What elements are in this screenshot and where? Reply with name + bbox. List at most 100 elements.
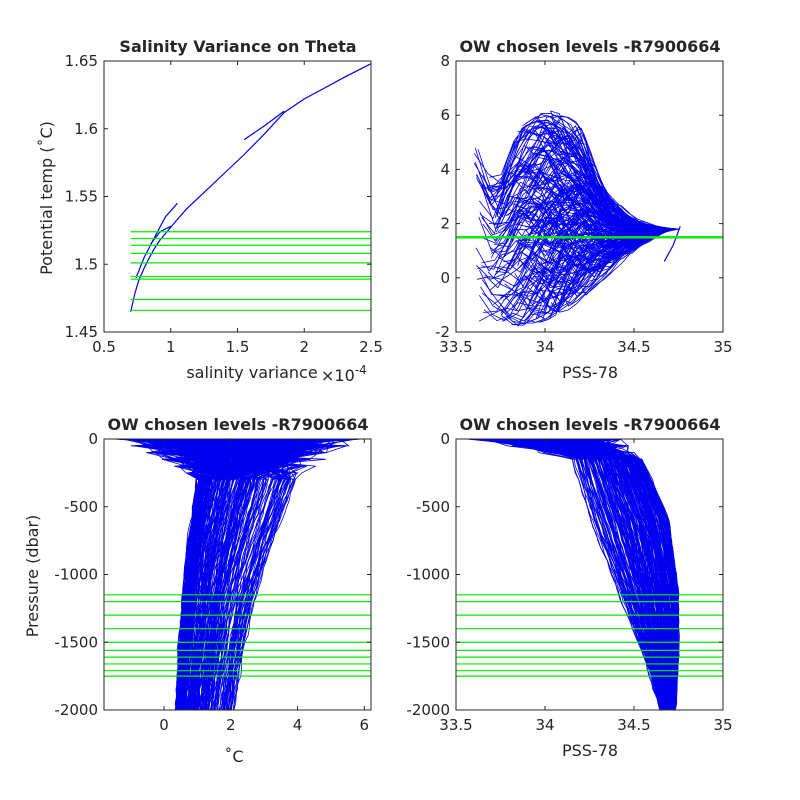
profile-line	[534, 439, 671, 710]
y-tick-label: 0	[440, 430, 450, 448]
profile-line	[139, 439, 281, 710]
y-tick-label: 6	[440, 106, 450, 124]
y-tick-label: 0	[88, 430, 98, 448]
y-tick-label: 0	[440, 269, 450, 287]
profile-line	[544, 439, 667, 710]
ts-profile-line	[537, 228, 671, 265]
plot-clip-group	[130, 63, 371, 312]
profile-line	[229, 439, 316, 710]
panel3-plot-area	[104, 439, 371, 710]
panel3-ticks: 0 2 4 6 -2000 -1500 -1000 -500 0	[54, 430, 371, 734]
ts-profile-line	[488, 125, 678, 230]
panel4-xlabel: PSS-78	[562, 741, 618, 760]
panel3-title: OW chosen levels -R7900664	[107, 415, 368, 434]
profile-line	[176, 439, 285, 710]
x-tick-label: 0	[159, 716, 169, 734]
profile-line	[515, 439, 665, 710]
x-tick-label: 2	[299, 338, 309, 356]
profile-line	[144, 439, 334, 710]
panel1-x-exponent-power: -4	[355, 363, 367, 377]
y-tick-label: 4	[440, 160, 450, 178]
profile-line	[206, 439, 335, 710]
y-tick-label: -1500	[406, 633, 450, 651]
ts-profile-line	[553, 172, 679, 238]
plot-clip-group	[456, 110, 723, 327]
x-tick-label: 2.5	[359, 338, 383, 356]
profile-line	[142, 439, 262, 710]
variance-curve	[243, 110, 285, 141]
panel1-ticks: 0.5 1 1.5 2 2.5 1.45 1.5 1.55 1.6 1.65	[65, 52, 383, 356]
panel3-ylabel: Pressure (dbar)	[23, 515, 42, 638]
profile-line	[129, 439, 316, 710]
profile-line	[121, 439, 287, 710]
profile-line	[170, 439, 306, 710]
y-tick-label: 1.65	[65, 52, 98, 70]
profile-line	[546, 439, 663, 710]
x-tick-label: 34.5	[617, 338, 650, 356]
ts-profile-line	[527, 213, 656, 239]
profile-line	[526, 439, 677, 710]
ts-profile-line	[528, 228, 676, 302]
profile-line	[576, 439, 675, 710]
panel2-axes-box	[455, 60, 724, 333]
y-tick-label: -2000	[54, 701, 98, 719]
profile-line	[140, 439, 266, 710]
profile-line	[170, 439, 298, 710]
profile-line	[601, 439, 673, 710]
x-tick-label: 34	[535, 338, 554, 356]
y-tick-label: -500	[416, 498, 450, 516]
profile-line	[164, 439, 272, 710]
profile-line	[168, 439, 243, 710]
profile-line	[199, 439, 361, 710]
ts-profile-line	[663, 226, 681, 262]
profile-line	[125, 439, 342, 710]
ts-profile-line	[530, 143, 666, 230]
profile-line	[483, 439, 680, 710]
x-tick-label: 0.5	[92, 338, 116, 356]
profile-line	[164, 439, 279, 710]
x-tick-label: 33.5	[439, 716, 472, 734]
x-tick-label: 35	[713, 716, 732, 734]
profile-line	[558, 439, 674, 710]
x-tick-label: 1.5	[226, 338, 250, 356]
y-tick-label: -1000	[406, 566, 450, 584]
profile-line	[140, 439, 318, 710]
ts-profile-line	[550, 228, 671, 313]
y-tick-label: 1.55	[65, 188, 98, 206]
plot-clip-group	[104, 439, 371, 710]
profile-line	[504, 439, 663, 710]
profile-line	[534, 439, 666, 710]
panel1-plot-area	[130, 63, 371, 312]
ts-profile-line	[535, 228, 661, 274]
profile-line	[468, 439, 669, 710]
x-tick-label: 34	[535, 716, 554, 734]
profile-line	[110, 439, 339, 710]
profile-line	[517, 439, 670, 710]
profile-line	[174, 439, 295, 710]
panel-temperature-profiles: OW chosen levels -R7900664 0 2 4 6 -2000 -150…	[23, 415, 372, 766]
ts-profile-line	[529, 228, 655, 278]
y-tick-label: -1500	[54, 633, 98, 651]
profile-line	[530, 439, 661, 710]
profile-line	[120, 439, 281, 710]
ts-profile-line	[503, 212, 665, 263]
profile-line	[176, 439, 286, 710]
y-tick-label: 8	[440, 52, 450, 70]
x-tick-label: 6	[360, 716, 370, 734]
profile-line	[540, 439, 664, 710]
profile-line	[157, 439, 358, 710]
ts-profile-line	[547, 125, 655, 230]
x-tick-label: 2	[226, 716, 236, 734]
panel-ts-diagram: OW chosen levels -R7900664 33.5 34 34.5 35 -…	[435, 37, 733, 382]
profile-line	[200, 439, 294, 710]
y-tick-label: 1.5	[74, 255, 98, 273]
y-tick-label: -2	[435, 323, 450, 341]
x-tick-label: 34.5	[617, 716, 650, 734]
profile-line	[153, 439, 255, 710]
panel4-title: OW chosen levels -R7900664	[459, 415, 720, 434]
plot-clip-group	[456, 439, 723, 710]
panel3-xlabel: ˚C	[224, 747, 243, 766]
ts-profile-line	[529, 113, 674, 230]
profile-line	[580, 439, 679, 710]
